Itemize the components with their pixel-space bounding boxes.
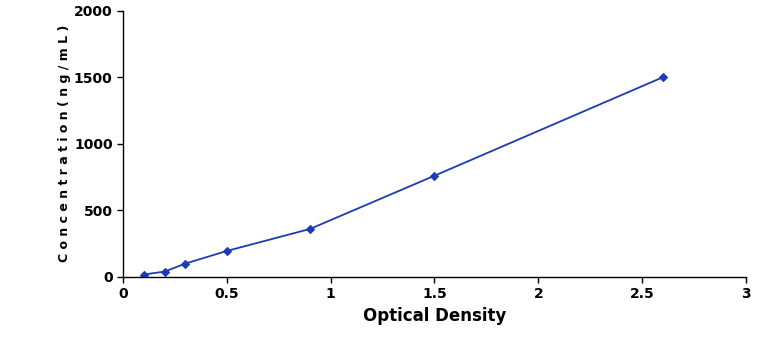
Y-axis label: C o n c e n t r a t i o n ( n g / m L ): C o n c e n t r a t i o n ( n g / m L )	[58, 25, 71, 262]
X-axis label: Optical Density: Optical Density	[363, 307, 506, 325]
